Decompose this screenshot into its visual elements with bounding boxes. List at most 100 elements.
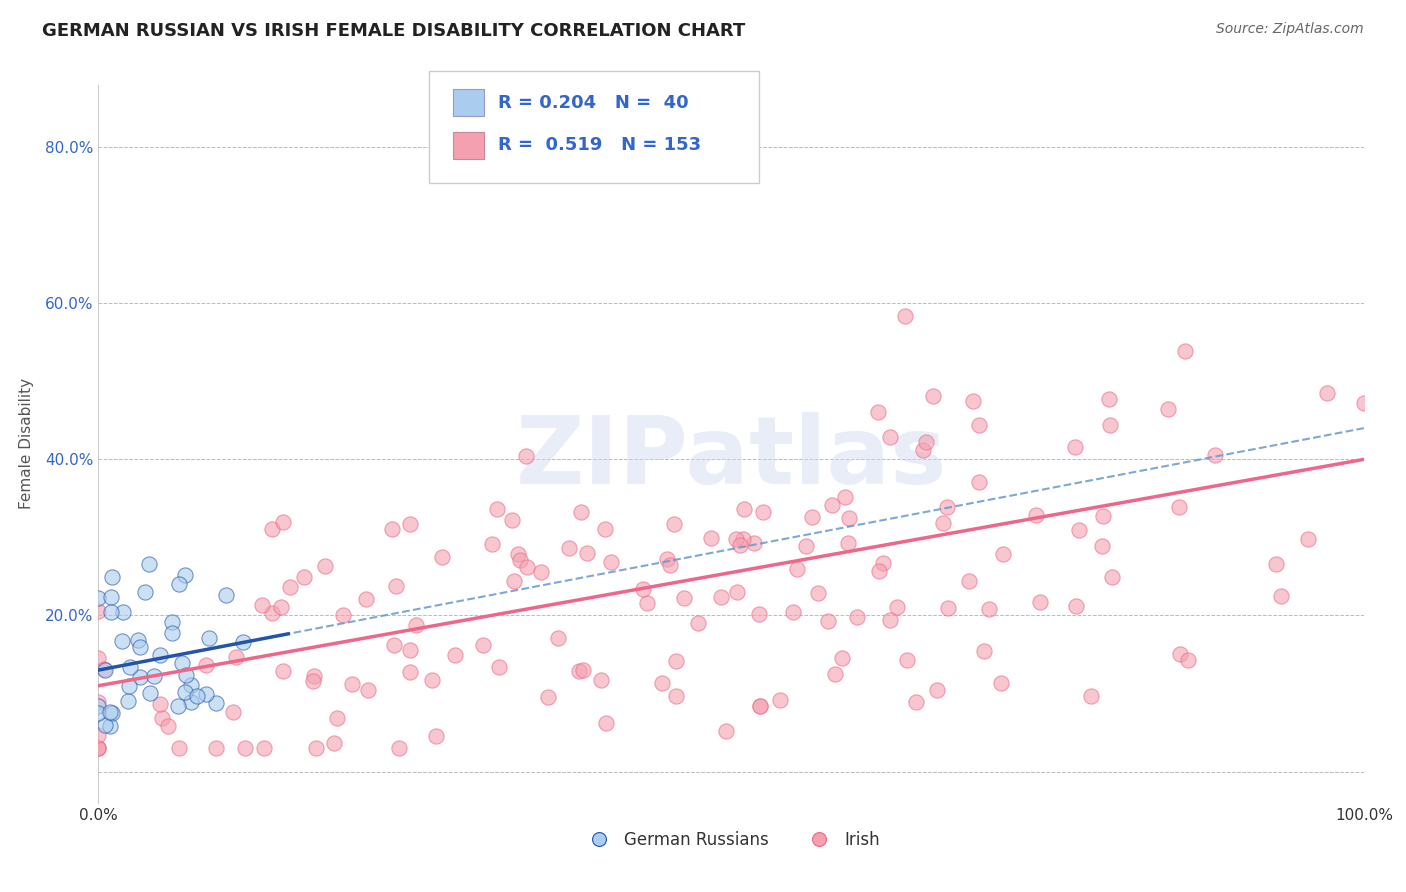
Point <box>595 716 617 731</box>
Point <box>134 585 156 599</box>
Point <box>571 664 593 678</box>
Point <box>323 736 346 750</box>
Point <box>591 673 613 687</box>
Point <box>117 694 139 708</box>
Point <box>742 536 765 550</box>
Point <box>912 442 935 457</box>
Point <box>967 417 990 432</box>
Point <box>962 393 984 408</box>
Point <box>425 729 447 743</box>
Point <box>488 660 510 674</box>
Point <box>160 615 183 629</box>
Y-axis label: Female Disability: Female Disability <box>18 378 34 509</box>
Point <box>547 631 569 645</box>
Point <box>1298 533 1320 547</box>
Point <box>1064 440 1087 454</box>
Point <box>180 678 202 692</box>
Point <box>673 591 696 605</box>
Point <box>1316 385 1339 400</box>
Point <box>304 668 326 682</box>
Point <box>631 582 654 596</box>
Point <box>205 741 228 756</box>
Point <box>111 634 134 648</box>
Point <box>301 674 323 689</box>
Point <box>568 664 591 678</box>
Point <box>87 741 110 756</box>
Point <box>150 711 173 725</box>
Point <box>710 590 733 604</box>
Point <box>127 632 149 647</box>
Point <box>503 574 526 588</box>
Point <box>278 580 301 594</box>
Point <box>748 699 770 714</box>
Point <box>731 533 754 547</box>
Point <box>879 613 901 627</box>
Point <box>665 654 688 668</box>
Text: R = 0.204   N =  40: R = 0.204 N = 40 <box>498 94 689 112</box>
Point <box>501 513 523 527</box>
Point <box>87 741 110 756</box>
Point <box>725 584 748 599</box>
Point <box>142 669 165 683</box>
Point <box>886 600 908 615</box>
Point <box>868 564 890 578</box>
Point <box>1029 594 1052 608</box>
Point <box>382 638 405 652</box>
Point <box>977 601 1000 615</box>
Point <box>271 664 294 678</box>
Point <box>990 675 1012 690</box>
Point <box>129 670 152 684</box>
Point <box>194 686 217 700</box>
Point <box>149 697 172 711</box>
Point <box>194 658 217 673</box>
Point <box>342 677 364 691</box>
Point <box>486 501 509 516</box>
Point <box>665 690 688 704</box>
Point <box>270 599 292 614</box>
Point <box>149 648 172 662</box>
Point <box>139 686 162 700</box>
Point <box>1091 539 1114 553</box>
Point <box>1098 392 1121 407</box>
Point <box>806 586 828 600</box>
Point <box>506 547 529 561</box>
Point <box>94 717 117 731</box>
Point <box>515 449 537 463</box>
Point <box>235 741 257 756</box>
Point <box>831 650 853 665</box>
Point <box>385 579 408 593</box>
Point <box>664 516 686 531</box>
Point <box>444 648 467 663</box>
Point <box>1270 589 1292 603</box>
Point <box>117 680 139 694</box>
Point <box>129 640 152 654</box>
Point <box>967 475 990 489</box>
Point <box>93 663 115 677</box>
Point <box>837 536 859 550</box>
Point <box>932 516 955 531</box>
Point <box>922 389 945 403</box>
Point <box>87 741 110 756</box>
Point <box>87 727 110 741</box>
Point <box>399 665 422 679</box>
Text: R =  0.519   N = 153: R = 0.519 N = 153 <box>498 136 700 154</box>
Point <box>93 662 115 676</box>
Point <box>186 689 208 703</box>
Point <box>118 660 141 674</box>
Point <box>894 309 917 323</box>
Point <box>262 607 284 621</box>
Point <box>138 557 160 571</box>
Point <box>100 590 122 604</box>
Text: ZIPatlas: ZIPatlas <box>516 412 946 504</box>
Point <box>87 706 110 720</box>
Point <box>167 741 190 756</box>
Point <box>398 517 420 532</box>
Point <box>786 562 808 576</box>
Point <box>87 650 110 665</box>
Point <box>516 560 538 574</box>
Point <box>748 607 770 622</box>
Point <box>354 591 377 606</box>
Point <box>215 588 238 602</box>
Point <box>100 719 122 733</box>
Point <box>557 541 579 555</box>
